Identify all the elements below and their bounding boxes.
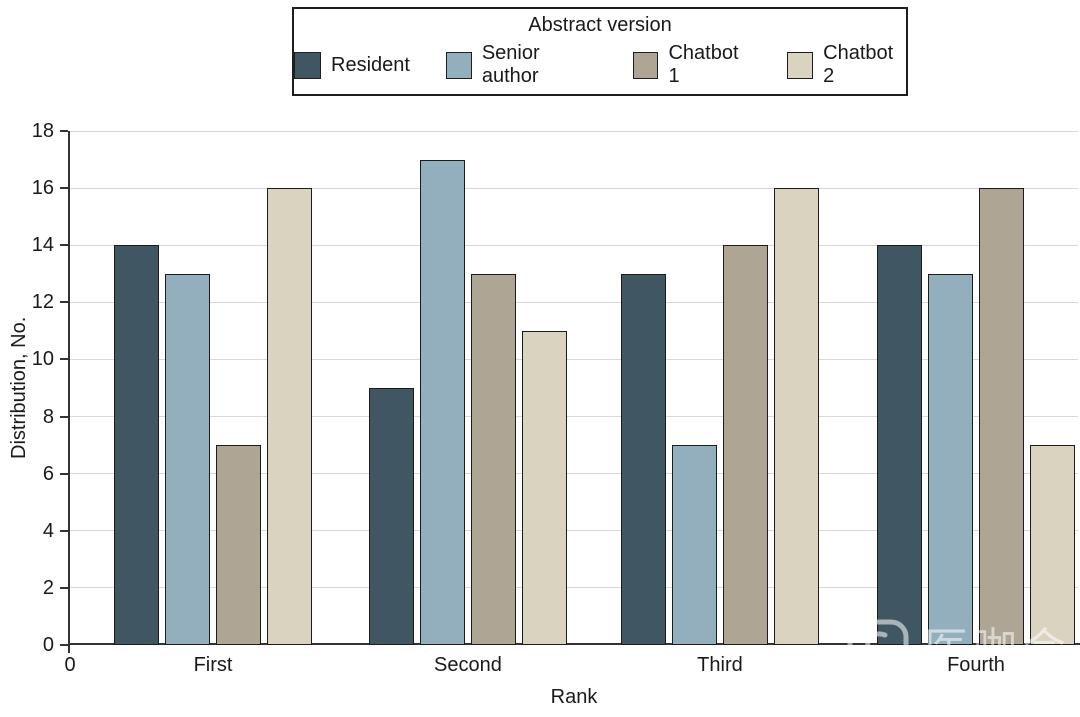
bar-resident-fourth (876, 245, 922, 645)
x-category-label-second: Second (434, 654, 502, 676)
bar-group-first (114, 131, 313, 645)
gridline-y-10 (70, 358, 1078, 360)
gridline-y-2 (70, 587, 1078, 589)
y-tick-16 (60, 187, 68, 190)
y-tick-label-18: 18 (31, 120, 54, 142)
bar-chatbot-2-second (521, 330, 567, 645)
bar-senior-author-second (419, 159, 465, 645)
legend-swatch-chatbot-2 (787, 51, 814, 79)
legend-item-senior-author: Senior author (445, 42, 597, 88)
x-tick-origin (68, 645, 70, 653)
y-tick-14 (60, 244, 68, 247)
y-tick-18 (60, 130, 68, 132)
legend-items: Resident Senior author Chatbot 1 Chatbot 2 (294, 42, 906, 88)
legend-label-chatbot-1: Chatbot 1 (668, 42, 739, 87)
bar-group-third (620, 131, 819, 645)
y-tick-8 (60, 415, 68, 418)
bar-chatbot-1-fourth (978, 188, 1024, 645)
y-tick-label-4: 4 (42, 519, 54, 542)
y-axis-title: Distribution, No. (8, 316, 30, 460)
y-tick-12 (60, 301, 68, 304)
y-axis-line (68, 131, 70, 645)
legend-swatch-chatbot-1 (632, 51, 659, 79)
bar-resident-first (114, 245, 160, 645)
bar-chatbot-1-third (722, 245, 768, 645)
x-origin-label: 0 (64, 654, 76, 676)
bar-resident-third (620, 273, 666, 645)
y-tick-6 (60, 472, 68, 475)
x-axis-line (68, 643, 1080, 645)
x-category-label-third: Third (697, 654, 743, 676)
y-tick-label-8: 8 (42, 405, 54, 428)
bar-chatbot-2-fourth (1029, 445, 1075, 645)
bar-senior-author-first (165, 273, 211, 645)
legend-title: Abstract version (528, 14, 672, 36)
bar-senior-author-third (671, 445, 717, 645)
y-tick-label-6: 6 (42, 462, 54, 485)
bar-chatbot-1-second (470, 273, 516, 645)
gridline-y-16 (70, 187, 1078, 189)
y-tick-4 (60, 529, 68, 532)
x-axis-title: Rank (550, 686, 598, 708)
y-tick-0 (60, 644, 68, 646)
legend-label-chatbot-2: Chatbot 2 (823, 42, 894, 87)
bar-chatbot-2-third (773, 188, 819, 645)
plot-area: 0 2 4 6 8 10 12 14 16 18 0 First Second Third Fourth (32, 120, 1080, 676)
y-tick-2 (60, 586, 68, 589)
gridline-y-14 (70, 244, 1078, 246)
legend-item-resident: Resident (294, 51, 410, 79)
bar-group-fourth (876, 131, 1075, 645)
x-category-label-fourth: Fourth (947, 654, 1005, 676)
legend-box: Abstract version Resident Senior author Ch… (292, 7, 908, 96)
gridline-y-18 (70, 130, 1078, 132)
y-tick-label-12: 12 (31, 291, 54, 314)
legend-item-chatbot-1: Chatbot 1 (632, 42, 752, 88)
y-tick-label-2: 2 (42, 576, 54, 599)
legend-label-resident: Resident (331, 53, 410, 76)
y-tick-label-16: 16 (31, 177, 54, 200)
gridline-y-12 (70, 301, 1078, 303)
y-tick-label-14: 14 (31, 234, 54, 257)
y-tick-label-10: 10 (31, 348, 54, 371)
bar-group-second (368, 131, 567, 645)
bar-chatbot-1-first (216, 445, 262, 645)
bar-chatbot-2-first (267, 188, 313, 645)
legend-label-senior-author: Senior author (481, 42, 540, 87)
legend-swatch-senior-author (445, 51, 472, 79)
bar-resident-second (368, 388, 414, 645)
x-category-label-first: First (193, 654, 233, 676)
bar-senior-author-fourth (927, 273, 973, 645)
gridline-y-8 (70, 416, 1078, 418)
y-tick-10 (60, 358, 68, 361)
gridline-y-4 (70, 530, 1078, 532)
legend-item-chatbot-2: Chatbot 2 (787, 42, 906, 88)
gridline-y-6 (70, 473, 1078, 475)
legend-swatch-resident (294, 51, 321, 79)
y-tick-label-0: 0 (42, 634, 54, 656)
